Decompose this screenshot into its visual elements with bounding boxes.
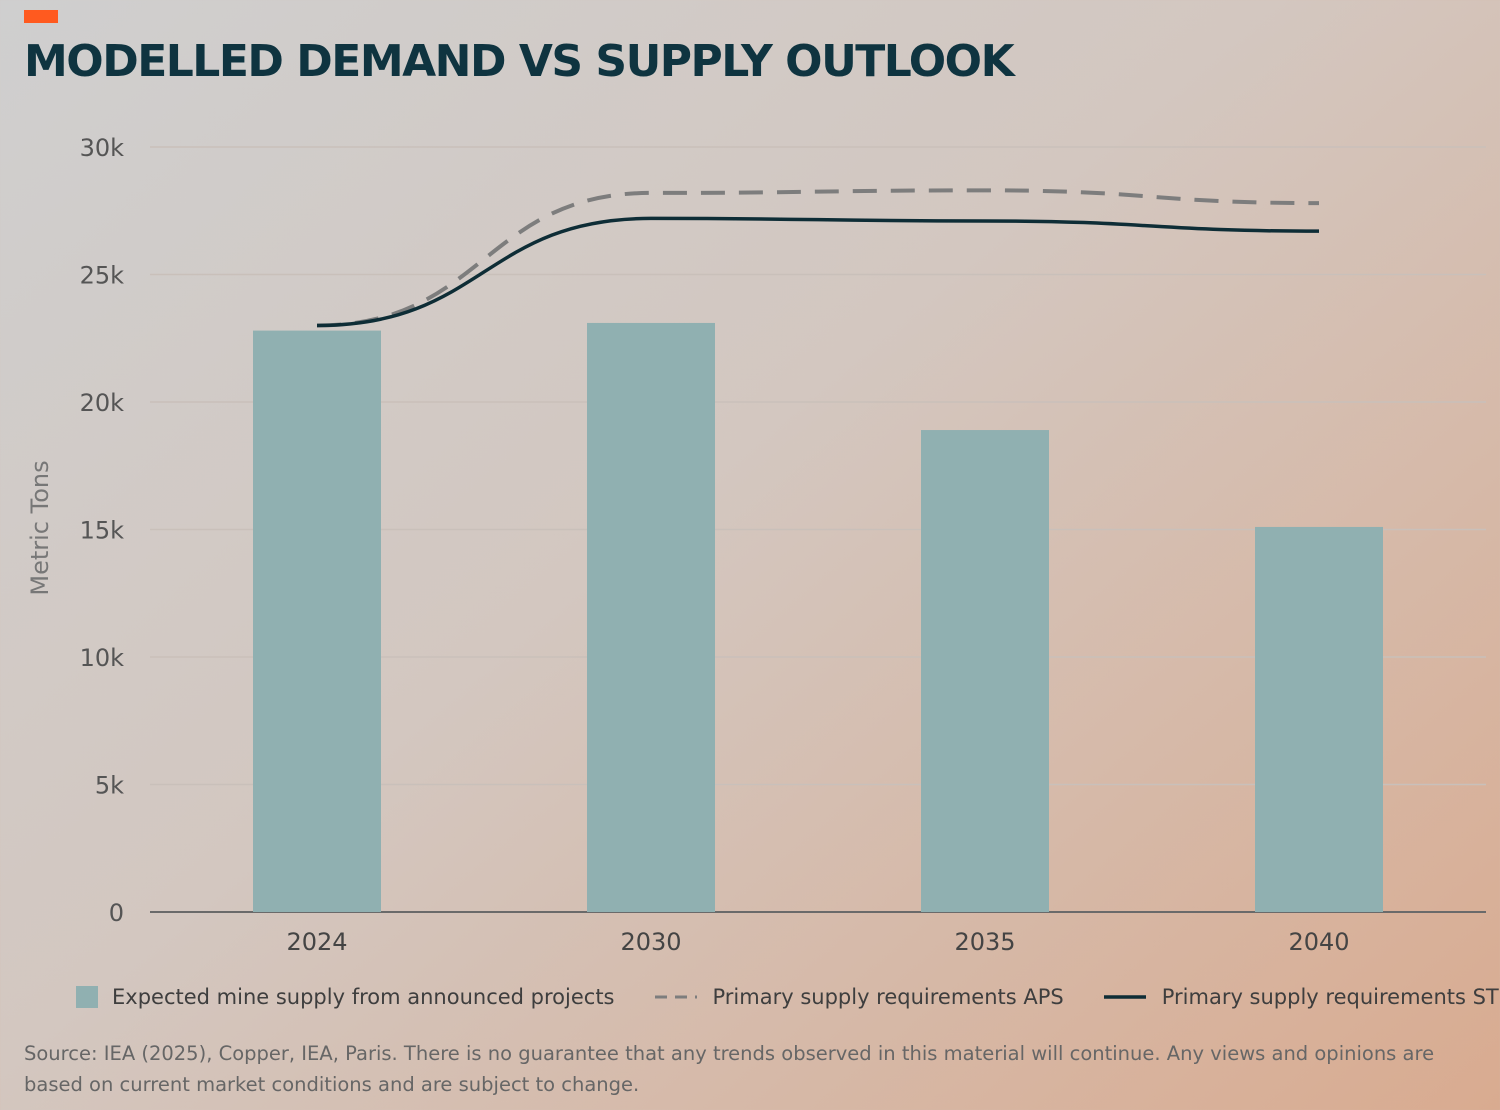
legend-label-steps: Primary supply requirements STEPS	[1161, 985, 1500, 1009]
legend-swatch-mine-supply	[76, 986, 98, 1008]
y-tick-label: 30k	[80, 134, 125, 162]
x-tick-label: 2035	[954, 928, 1015, 956]
legend-item-steps: Primary supply requirements STEPS	[1103, 985, 1500, 1009]
line-steps	[316, 216, 1320, 328]
x-tick-label: 2024	[286, 928, 347, 956]
legend-item-aps: Primary supply requirements APS	[654, 985, 1064, 1009]
series-lines	[316, 188, 1320, 328]
legend-swatch-aps	[654, 995, 697, 999]
bar-2030	[587, 322, 715, 912]
y-tick-label: 10k	[80, 644, 125, 672]
source-note: Source: IEA (2025), Copper, IEA, Paris. …	[24, 1042, 1435, 1096]
legend-swatch-steps	[1103, 995, 1146, 999]
line-aps	[316, 188, 1320, 328]
y-tick-labels: 0 5k 10k 15k 20k 25k 30k	[80, 134, 125, 927]
legend-label-mine-supply: Expected mine supply from announced proj…	[112, 985, 615, 1009]
chart-title: MODELLED DEMAND VS SUPPLY OUTLOOK	[24, 36, 1015, 87]
x-tick-labels: 2024 2030 2035 2040	[286, 928, 1349, 956]
y-tick-label: 15k	[80, 517, 125, 545]
y-axis-label: Metric Tons	[26, 460, 54, 595]
legend-label-aps: Primary supply requirements APS	[712, 985, 1064, 1009]
bars	[253, 322, 1383, 913]
bar-2035	[921, 430, 1049, 912]
y-tick-label: 20k	[80, 389, 125, 417]
accent-bar	[24, 10, 58, 23]
y-tick-label: 0	[109, 899, 124, 927]
legend: Expected mine supply from announced proj…	[76, 982, 1500, 1012]
legend-item-mine-supply: Expected mine supply from announced proj…	[76, 985, 615, 1009]
y-tick-label: 25k	[80, 262, 125, 290]
y-tick-label: 5k	[95, 772, 124, 800]
bar-2024	[253, 330, 381, 913]
bar-2040	[1255, 526, 1383, 912]
x-tick-label: 2040	[1288, 928, 1349, 956]
x-tick-label: 2030	[620, 928, 681, 956]
